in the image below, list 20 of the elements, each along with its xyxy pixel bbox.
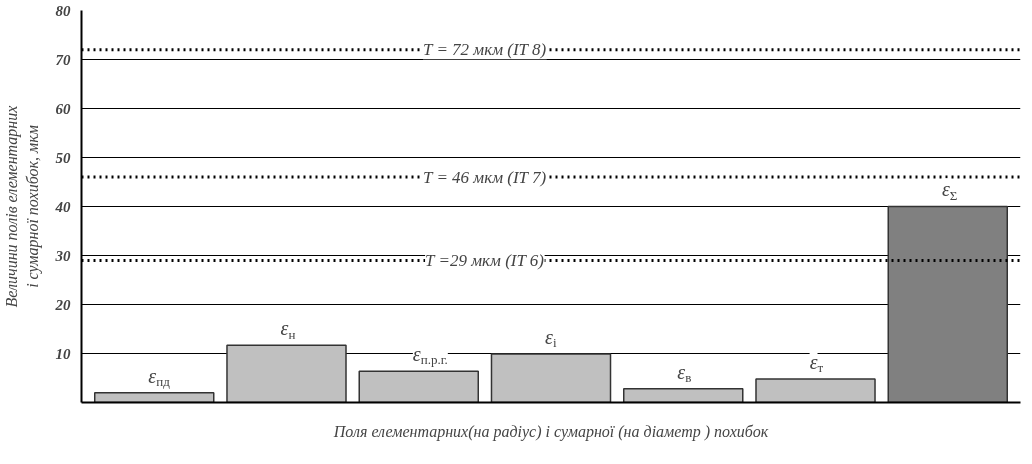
- bar: [887, 205, 1009, 403]
- y-tick-label: 80: [55, 2, 71, 19]
- y-tick-label: 40: [54, 198, 71, 215]
- y-tick-label: 30: [54, 247, 71, 264]
- bar: [622, 388, 744, 403]
- ref-line-label: T =29 мкм (IT 6): [425, 250, 545, 270]
- bar: [755, 378, 876, 403]
- x-axis-title: Поля елементарних(на радіус) і сумарної (на діаметр ) похибок: [332, 422, 769, 441]
- ref-line-label: T = 46 мкм (IT 7): [422, 167, 547, 187]
- bar: [93, 391, 215, 403]
- y-tick-label: 70: [55, 51, 71, 68]
- bar: [490, 353, 612, 403]
- bar: [358, 370, 480, 403]
- ref-line-label: T = 72 мкм (IT 8): [422, 40, 547, 60]
- y-tick-label: 60: [55, 100, 71, 117]
- y-axis-title: Величини полів елементарних і сумарної похибок, мкм: [3, 105, 42, 308]
- y-tick-label: 20: [54, 296, 71, 313]
- bar: [226, 344, 347, 403]
- y-tick-label: 10: [55, 345, 71, 362]
- y-tick-label: 50: [55, 149, 71, 166]
